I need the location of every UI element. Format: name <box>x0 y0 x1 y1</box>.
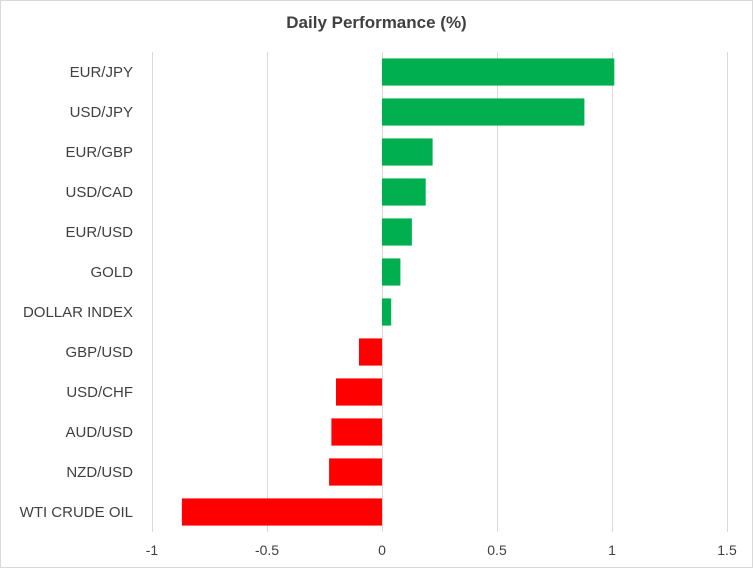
category-label: AUD/USD <box>65 424 133 441</box>
category-label: WTI CRUDE OIL <box>20 504 133 521</box>
x-tick-label: 0 <box>378 542 386 558</box>
bar <box>382 58 615 86</box>
bar <box>331 418 382 446</box>
bar <box>329 458 382 486</box>
category-label: NZD/USD <box>66 464 133 481</box>
bar <box>336 378 382 406</box>
category-label: EUR/USD <box>65 224 133 241</box>
category-label: EUR/GBP <box>65 144 133 161</box>
category-label: USD/CAD <box>65 184 133 201</box>
category-label: GOLD <box>90 264 133 281</box>
bar <box>359 338 382 366</box>
x-tick-label: -1 <box>146 542 159 558</box>
bar <box>382 298 392 326</box>
chart-title: Daily Performance (%) <box>286 13 467 32</box>
bar <box>382 218 412 246</box>
x-tick-label: 1 <box>608 542 616 558</box>
category-label: USD/CHF <box>66 384 133 401</box>
bar <box>382 138 433 166</box>
x-tick-label: 0.5 <box>487 542 507 558</box>
bar <box>382 258 401 286</box>
category-label: USD/JPY <box>70 104 133 121</box>
bar <box>382 178 426 206</box>
category-label: GBP/USD <box>65 344 133 361</box>
bar <box>382 98 585 126</box>
category-label: EUR/JPY <box>70 64 133 81</box>
x-tick-label: -0.5 <box>255 542 279 558</box>
category-label: DOLLAR INDEX <box>23 304 133 321</box>
bar <box>181 498 382 526</box>
x-tick-label: 1.5 <box>717 542 737 558</box>
